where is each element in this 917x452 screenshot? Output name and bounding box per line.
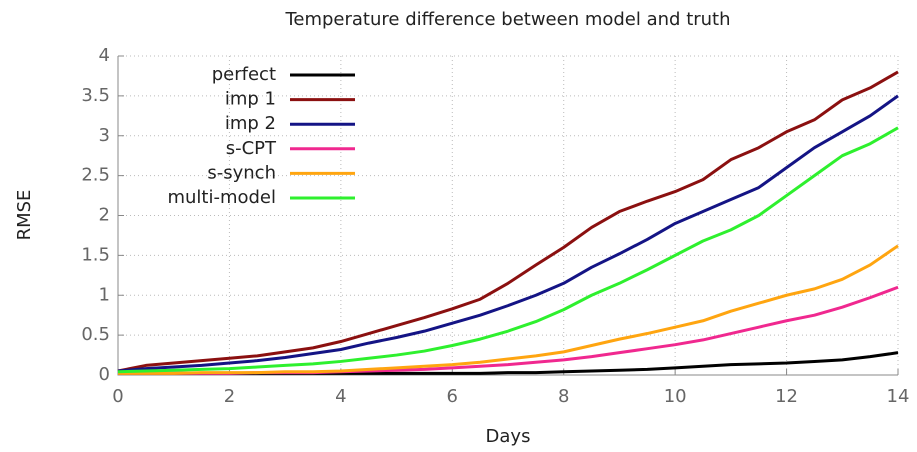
x-tick-label: 8 (558, 386, 569, 407)
x-tick-label: 10 (664, 386, 687, 407)
y-tick-label: 0 (99, 364, 110, 385)
x-tick-label: 4 (335, 386, 346, 407)
legend-label: perfect (212, 64, 276, 85)
legend-label: imp 1 (225, 89, 276, 110)
y-tick-label: 4 (99, 45, 110, 66)
series-line (117, 94, 899, 373)
series-line (118, 244, 899, 375)
series-line (117, 70, 899, 373)
x-tick-label: 12 (775, 386, 798, 407)
y-tick-label: 1 (99, 284, 110, 305)
legend-label: s-CPT (226, 138, 277, 159)
y-tick-label: 1.5 (81, 244, 110, 265)
axis-frame (117, 56, 898, 376)
y-tick-label: 2 (99, 205, 110, 226)
chart-title: Temperature difference between model and… (284, 9, 730, 30)
y-tick-label: 3.5 (81, 85, 110, 106)
y-tick-label: 2.5 (81, 165, 110, 186)
x-tick-label: 14 (887, 386, 910, 407)
x-tick-label: 0 (112, 386, 123, 407)
x-tick-label: 6 (447, 386, 458, 407)
legend-label: s-synch (207, 162, 276, 183)
legend-label: imp 2 (225, 113, 276, 134)
x-axis-label: Days (486, 426, 531, 447)
y-tick-label: 3 (99, 125, 110, 146)
series-line (117, 126, 899, 374)
y-axis-label: RMSE (14, 190, 35, 241)
x-tick-label: 2 (224, 386, 235, 407)
legend-label: multi-model (167, 187, 276, 208)
y-tick-label: 0.5 (81, 324, 110, 345)
